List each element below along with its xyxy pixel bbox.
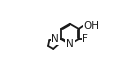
- Text: OH: OH: [84, 21, 100, 31]
- Text: N: N: [66, 39, 74, 49]
- Text: N: N: [51, 34, 59, 44]
- Text: F: F: [82, 34, 88, 44]
